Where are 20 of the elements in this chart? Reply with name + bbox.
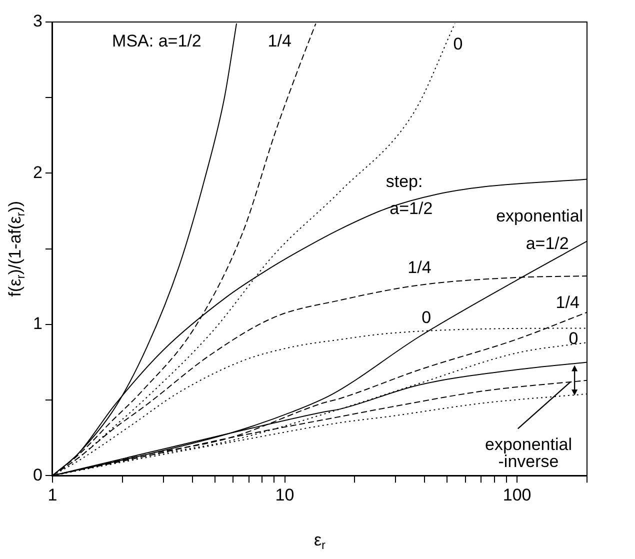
annotation: a=1/2 xyxy=(526,234,569,253)
y-axis-title: f(εr)/(1-af(εr)) xyxy=(6,200,28,297)
annotation: exponential -inverse xyxy=(485,435,572,472)
x-tick-label: 1 xyxy=(48,485,58,504)
annotation: 1/4 xyxy=(408,258,432,278)
y-tick-label: 1 xyxy=(32,314,42,334)
y-tick-label: 3 xyxy=(32,12,42,31)
y-tick-label: 0 xyxy=(32,465,42,484)
annotation: MSA: a=1/2 xyxy=(112,31,202,50)
annotation: exponential xyxy=(496,206,584,226)
annotation: 0 xyxy=(453,34,463,54)
annotation: 0 xyxy=(568,329,578,348)
y-tick-label: 2 xyxy=(32,162,42,182)
x-tick-label: 100 xyxy=(502,485,532,504)
annotation: 1/4 xyxy=(556,292,580,312)
annotation: step: xyxy=(386,172,423,191)
x-tick-label: 10 xyxy=(275,485,294,504)
annotation: a=1/2 xyxy=(390,199,433,218)
annotation: 0 xyxy=(422,308,432,328)
annotation: 1/4 xyxy=(268,31,292,50)
